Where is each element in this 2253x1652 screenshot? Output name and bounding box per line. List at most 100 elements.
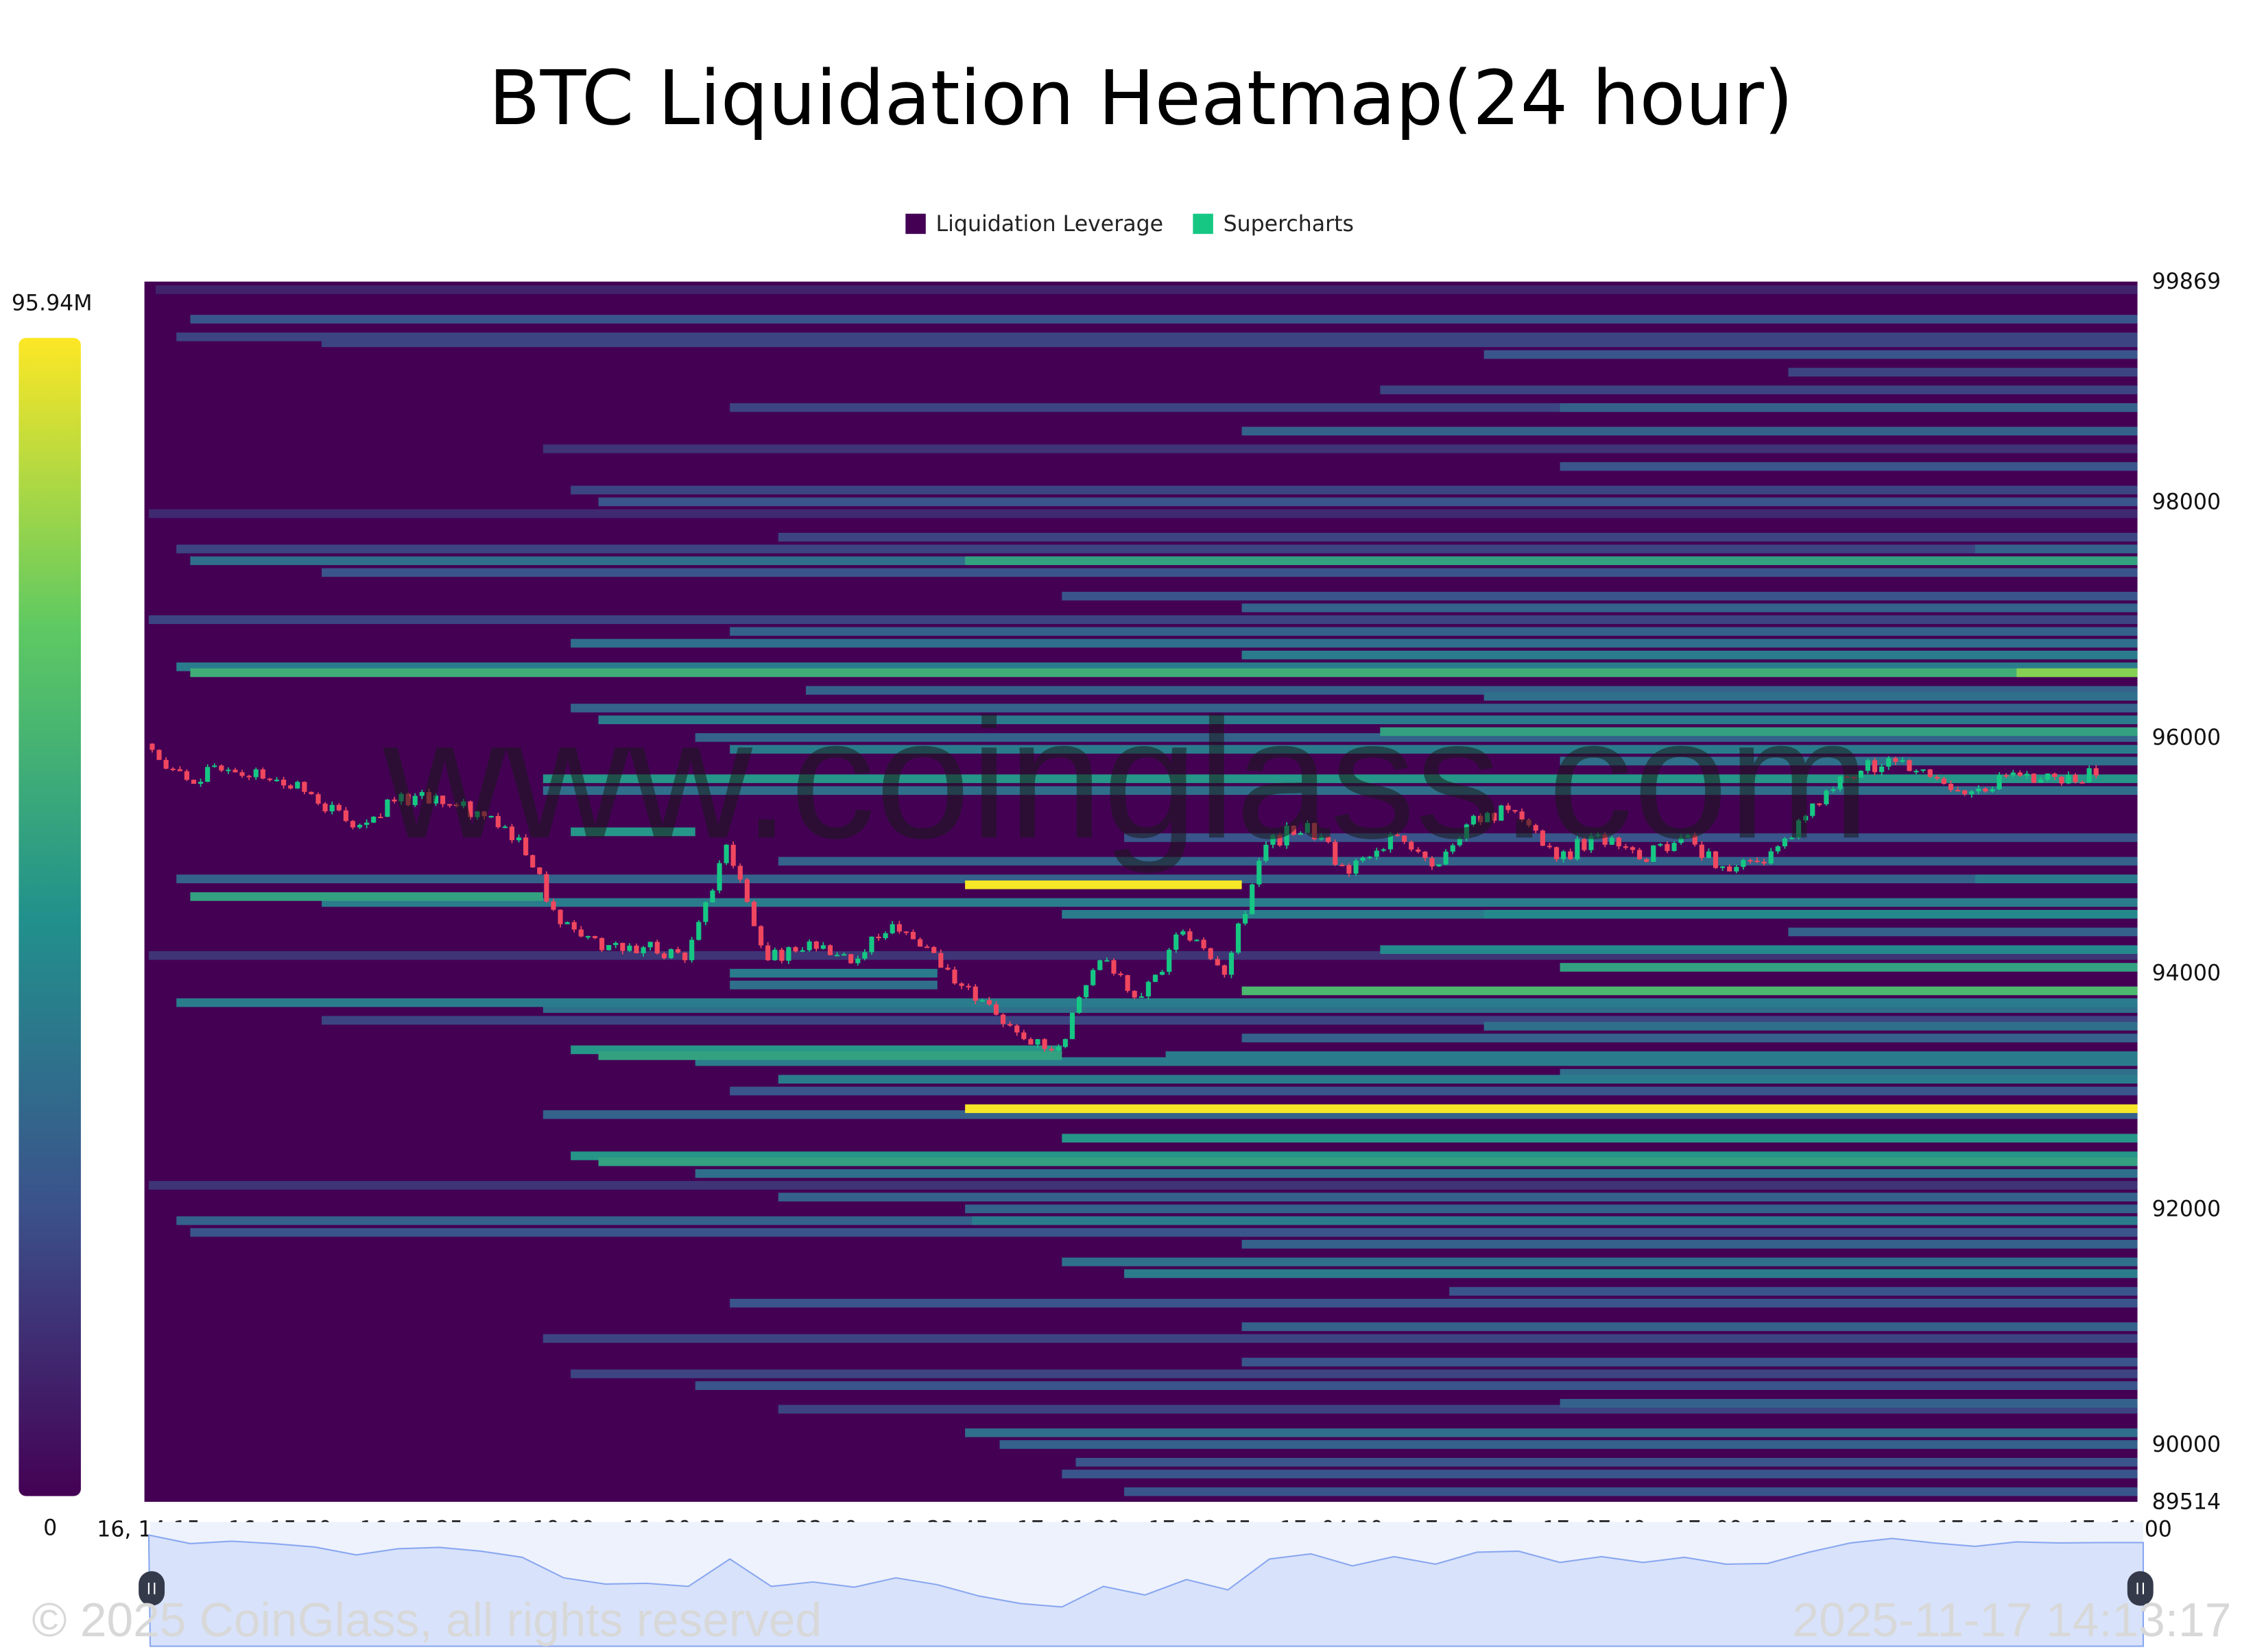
candle[interactable] [973, 986, 978, 1001]
candle[interactable] [869, 936, 874, 953]
candle[interactable] [1533, 825, 1538, 831]
candle[interactable] [1886, 758, 1892, 767]
candle[interactable] [1955, 790, 1961, 792]
candle[interactable] [765, 945, 771, 961]
heatmap-band[interactable] [1560, 963, 2138, 972]
candle[interactable] [2073, 774, 2078, 782]
candle[interactable] [558, 909, 563, 924]
candle[interactable] [1651, 845, 1656, 862]
candle[interactable] [1394, 835, 1400, 837]
candle[interactable] [1789, 837, 1795, 839]
candle[interactable] [800, 950, 805, 952]
heatmap-band[interactable] [730, 1086, 2138, 1096]
heatmap-band[interactable] [1124, 1269, 2138, 1278]
heatmap-band[interactable] [1062, 591, 2138, 601]
candle[interactable] [1090, 970, 1096, 985]
candle[interactable] [786, 947, 791, 961]
candle[interactable] [530, 855, 536, 867]
heatmap-band[interactable] [1483, 1022, 2138, 1031]
candle[interactable] [1699, 844, 1704, 858]
candle[interactable] [585, 936, 591, 938]
candle[interactable] [191, 780, 197, 784]
heatmap-band[interactable] [322, 568, 2138, 577]
legend-item-supercharts[interactable]: Supercharts [1193, 212, 1354, 237]
candle[interactable] [1844, 776, 1850, 778]
heatmap-band[interactable] [176, 998, 2138, 1007]
candle[interactable] [1914, 771, 1919, 773]
candle[interactable] [1250, 884, 1255, 914]
candle[interactable] [1609, 837, 1614, 845]
candle[interactable] [219, 765, 224, 771]
candle[interactable] [1754, 861, 1760, 863]
candle[interactable] [737, 865, 743, 880]
candle[interactable] [1333, 841, 1338, 865]
candle[interactable] [1125, 974, 1130, 991]
candle[interactable] [890, 924, 895, 933]
candle[interactable] [1499, 805, 1504, 821]
candle[interactable] [751, 902, 757, 926]
candle[interactable] [1001, 1014, 1006, 1025]
heatmap-band[interactable] [1483, 692, 2138, 701]
heatmap-band[interactable] [2016, 668, 2138, 678]
legend-item-liquidation-leverage[interactable]: Liquidation Leverage [905, 212, 1163, 237]
candle[interactable] [1062, 1039, 1068, 1047]
candle[interactable] [1263, 844, 1269, 861]
candle[interactable] [1160, 972, 1165, 975]
candle[interactable] [440, 795, 446, 804]
heatmap-band[interactable] [148, 1181, 2138, 1190]
candle[interactable] [855, 958, 861, 963]
heatmap-band[interactable] [571, 827, 695, 837]
candle[interactable] [1824, 791, 1829, 804]
candle[interactable] [931, 947, 937, 953]
candle[interactable] [1934, 776, 1940, 779]
candle[interactable] [177, 769, 182, 771]
candle[interactable] [993, 1004, 999, 1015]
heatmap-band[interactable] [543, 774, 2138, 783]
candle[interactable] [322, 803, 328, 812]
candle[interactable] [1049, 1049, 1054, 1051]
candle[interactable] [1692, 835, 1697, 845]
heatmap-band[interactable] [1062, 1134, 2138, 1143]
candle[interactable] [1796, 820, 1802, 838]
candle[interactable] [1339, 865, 1345, 867]
candle[interactable] [634, 945, 639, 954]
colorbar-gradient[interactable] [19, 337, 81, 1496]
candle[interactable] [357, 824, 363, 828]
candle[interactable] [1644, 859, 1649, 862]
candle[interactable] [689, 939, 695, 961]
heatmap-band[interactable] [543, 1334, 2138, 1343]
candle[interactable] [1658, 843, 1663, 846]
candle[interactable] [834, 955, 840, 957]
candle[interactable] [1636, 850, 1643, 859]
candle[interactable] [807, 941, 812, 950]
candle[interactable] [1575, 839, 1580, 859]
heatmap-band[interactable] [571, 486, 2138, 494]
candle[interactable] [959, 983, 964, 986]
candle[interactable] [1360, 857, 1366, 861]
heatmap-band[interactable] [1075, 1457, 2138, 1467]
candle[interactable] [371, 816, 377, 823]
candle[interactable] [986, 1000, 992, 1005]
candle[interactable] [1734, 867, 1739, 872]
heatmap-band[interactable] [1380, 945, 2138, 955]
candle[interactable] [1519, 811, 1525, 820]
candle[interactable] [1167, 949, 1172, 972]
candle[interactable] [2086, 768, 2092, 782]
candle[interactable] [392, 799, 397, 802]
candle[interactable] [481, 811, 487, 817]
candle[interactable] [1215, 959, 1220, 966]
heatmap-band[interactable] [543, 786, 2138, 795]
heatmap-band[interactable] [965, 1428, 2138, 1437]
candle[interactable] [1505, 805, 1511, 811]
heatmap-band[interactable] [778, 1075, 2138, 1084]
heatmap-band[interactable] [730, 1298, 2138, 1308]
candle[interactable] [827, 945, 833, 955]
heatmap-band[interactable] [155, 285, 2138, 294]
candle[interactable] [1727, 866, 1732, 872]
candle[interactable] [1775, 846, 1780, 852]
heatmap-band[interactable] [1380, 385, 2138, 394]
candle[interactable] [350, 821, 356, 828]
candle[interactable] [1277, 835, 1283, 846]
candle[interactable] [1831, 789, 1836, 791]
candle[interactable] [661, 953, 667, 959]
